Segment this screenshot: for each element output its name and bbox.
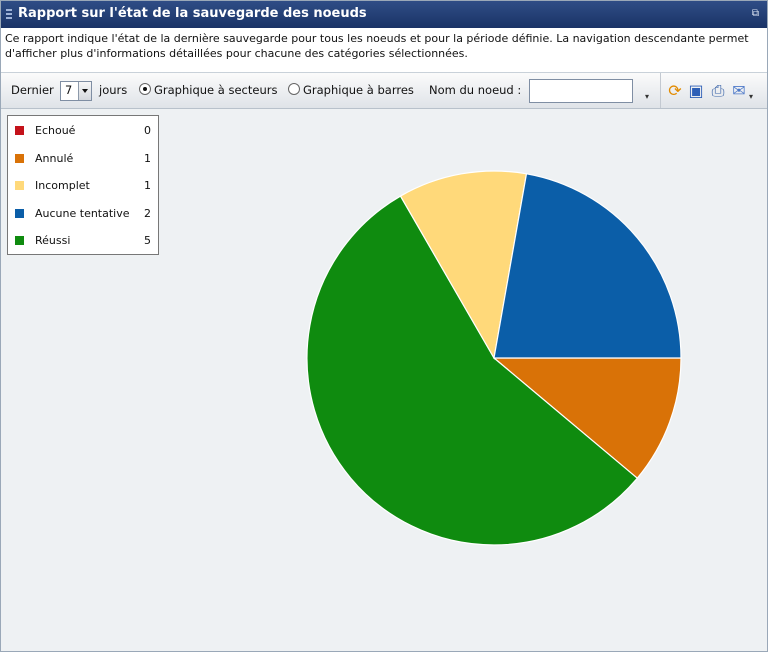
dropdown-arrow-icon[interactable]: ▾ — [645, 92, 650, 101]
node-name-input[interactable] — [529, 79, 633, 103]
title-bar: Rapport sur l'état de la sauvegarde des … — [1, 1, 767, 28]
legend-label: Annulé — [35, 151, 74, 165]
chevron-down-icon[interactable] — [78, 82, 91, 100]
legend-swatch — [15, 236, 24, 245]
last-label: Dernier — [11, 83, 54, 97]
days-select[interactable]: 7 — [60, 81, 92, 101]
toolbar-more-icon[interactable]: ▾ — [749, 92, 754, 101]
legend-value: 1 — [144, 179, 151, 192]
print-icon[interactable]: ⎙ — [711, 81, 725, 100]
legend-value: 0 — [144, 124, 151, 137]
legend-label: Incomplet — [35, 179, 90, 192]
node-name-label: Nom du noeud : — [429, 83, 522, 97]
legend-value: 2 — [144, 206, 151, 220]
report-toolbar: Dernier 7 jours Graphique à secteurs Gra… — [1, 73, 767, 109]
action-icons: ⟳ ▣ ⎙ ✉ ▾ — [660, 73, 759, 108]
report-description: Ce rapport indique l'état de la dernière… — [1, 28, 767, 73]
bar-chart-option-label[interactable]: Graphique à barres — [303, 83, 414, 97]
days-value: 7 — [65, 83, 73, 97]
restore-window-icon[interactable]: ⧉ — [751, 8, 760, 19]
legend-value: 5 — [144, 234, 151, 247]
email-icon[interactable]: ✉ — [732, 81, 746, 100]
drag-grip-icon[interactable] — [6, 9, 12, 20]
legend-value: 1 — [144, 151, 151, 165]
legend-label: Réussi — [35, 234, 71, 247]
filter-controls: Dernier 7 jours Graphique à secteurs Gra… — [1, 73, 653, 108]
window-title: Rapport sur l'état de la sauvegarde des … — [18, 6, 367, 21]
bar-chart-radio[interactable] — [288, 83, 300, 95]
legend-swatch — [15, 208, 24, 218]
pie-chart-radio[interactable] — [139, 83, 151, 95]
legend-swatch — [15, 153, 24, 163]
legend-item[interactable]: Annulé 1 — [8, 149, 158, 169]
legend-item[interactable]: Echoué 0 — [8, 121, 158, 141]
legend-label: Echoué — [35, 124, 76, 137]
save-icon[interactable]: ▣ — [688, 81, 704, 100]
legend-label: Aucune tentative — [35, 206, 130, 220]
refresh-icon[interactable]: ⟳ — [668, 81, 682, 100]
days-label: jours — [99, 83, 128, 97]
legend-swatch — [15, 126, 24, 135]
chart-legend: Echoué 0 Annulé 1 Incomplet 1 Aucune tentative… — [7, 115, 159, 255]
legend-item[interactable]: Aucune tentative 2 — [8, 204, 158, 224]
pie-chart-option-label[interactable]: Graphique à secteurs — [154, 83, 278, 97]
legend-item[interactable]: Réussi 5 — [8, 231, 158, 251]
legend-swatch — [15, 181, 24, 190]
legend-item[interactable]: Incomplet 1 — [8, 176, 158, 196]
